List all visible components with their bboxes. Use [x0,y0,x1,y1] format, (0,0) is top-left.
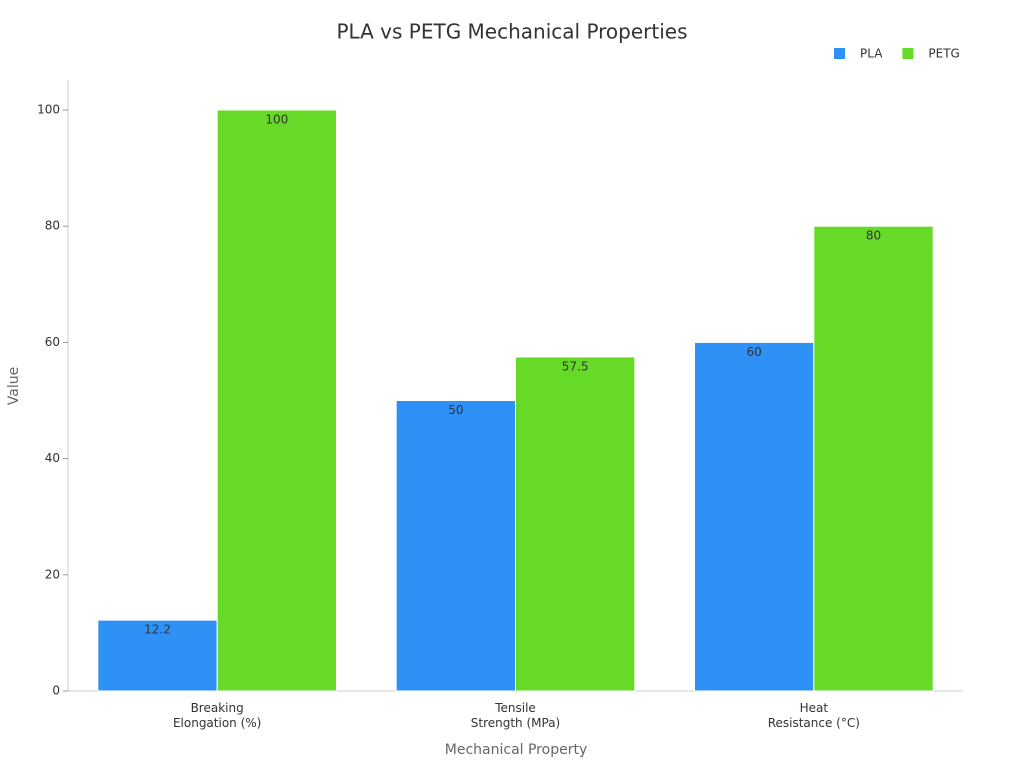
y-tick-label: 20 [45,567,60,581]
bar [515,356,636,692]
x-axis-title: Mechanical Property [445,742,587,758]
bar [694,341,815,692]
legend-label: PLA [860,47,883,61]
x-tick-label: Breaking Elongation (%) [173,701,261,730]
value-label: 60 [747,345,762,359]
y-tick-label: 80 [45,219,60,233]
bar [395,400,516,692]
y-axis-title: Value [6,367,22,405]
chart-title: PLA vs PETG Mechanical Properties [336,20,687,44]
bar [813,225,934,692]
value-label: 12.2 [144,623,171,637]
x-tick-label: Tensile Strength (MPa) [471,701,561,730]
legend-swatch [834,48,845,59]
y-tick-label: 100 [37,103,60,117]
value-label: 80 [866,229,881,243]
value-label: 50 [448,403,463,417]
value-label: 57.5 [562,359,589,373]
y-tick-label: 60 [45,335,60,349]
legend-swatch [902,48,914,59]
y-tick-label: 0 [52,684,60,698]
value-label: 100 [265,113,288,127]
y-tick-label: 40 [45,451,60,465]
bar [97,619,218,692]
legend-label: PETG [928,47,959,61]
bar [216,109,338,692]
x-tick-label: Heat Resistance (°C) [768,701,860,730]
